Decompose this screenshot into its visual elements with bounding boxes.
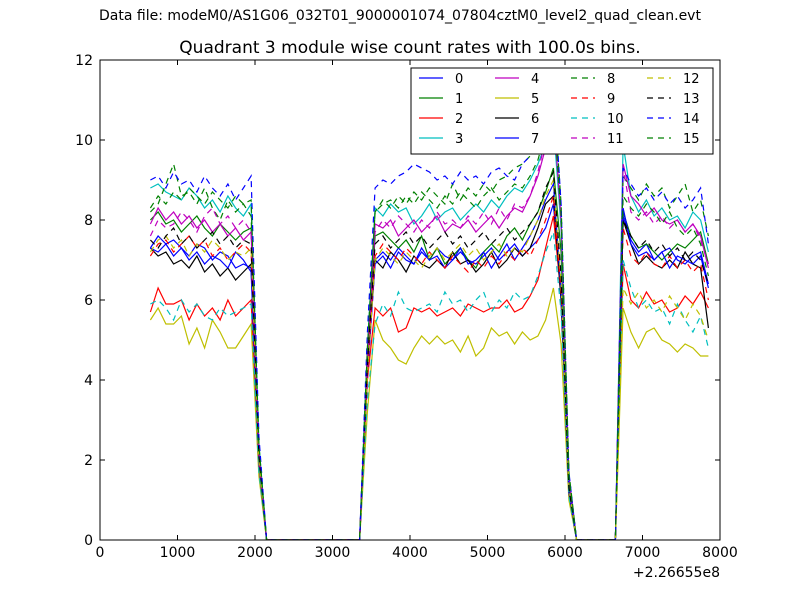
x-tick-label: 2000: [237, 545, 273, 561]
series-line-3: [150, 123, 709, 540]
x-tick-label: 0: [96, 545, 105, 561]
y-tick-label: 12: [75, 53, 93, 69]
legend-label-7: 7: [531, 132, 539, 147]
series-line-14: [150, 79, 709, 540]
x-tick-label: 5000: [470, 545, 506, 561]
legend-label-15: 15: [683, 132, 700, 147]
y-tick-label: 6: [84, 293, 93, 309]
series-line-8: [149, 87, 709, 540]
data-file-title: Data file: modeM0/AS1G06_032T01_90000010…: [99, 8, 701, 24]
legend-label-12: 12: [683, 72, 700, 87]
legend-box: [410, 67, 714, 155]
y-tick-label: 10: [75, 133, 93, 149]
series-group: [149, 79, 709, 540]
legend-label-11: 11: [607, 132, 624, 147]
y-tick-label: 2: [84, 453, 93, 469]
legend-label-10: 10: [607, 112, 624, 127]
legend-label-9: 9: [607, 92, 615, 107]
series-line-4: [149, 111, 709, 540]
series-line-12: [149, 177, 709, 540]
legend-label-1: 1: [455, 92, 463, 107]
chart-title: Quadrant 3 module wise count rates with …: [179, 38, 640, 58]
legend-label-5: 5: [531, 92, 539, 107]
x-tick-label: 8000: [702, 545, 738, 561]
y-tick-label: 4: [84, 373, 93, 389]
y-tick-label: 8: [84, 213, 93, 229]
legend-label-6: 6: [531, 112, 539, 127]
series-line-7: [150, 181, 709, 540]
legend-label-2: 2: [455, 112, 463, 127]
x-tick-label: 6000: [547, 545, 583, 561]
x-tick-label: 1000: [160, 545, 196, 561]
legend-label-8: 8: [607, 72, 615, 87]
legend-label-13: 13: [683, 92, 700, 107]
legend-label-0: 0: [455, 72, 463, 87]
legend-label-4: 4: [531, 72, 539, 87]
legend-label-3: 3: [455, 132, 463, 147]
series-line-15: [149, 103, 709, 540]
x-tick-label: 7000: [625, 545, 661, 561]
legend-label-14: 14: [683, 112, 700, 127]
series-line-5: [149, 287, 709, 540]
series-line-6: [149, 194, 709, 540]
series-line-10: [150, 231, 709, 540]
x-tick-label: 3000: [315, 545, 351, 561]
series-line-11: [149, 103, 709, 540]
x-tick-label: 4000: [392, 545, 428, 561]
x-offset-label: +2.26655e8: [633, 565, 720, 581]
series-line-9: [149, 195, 709, 540]
y-tick-label: 0: [84, 533, 93, 549]
